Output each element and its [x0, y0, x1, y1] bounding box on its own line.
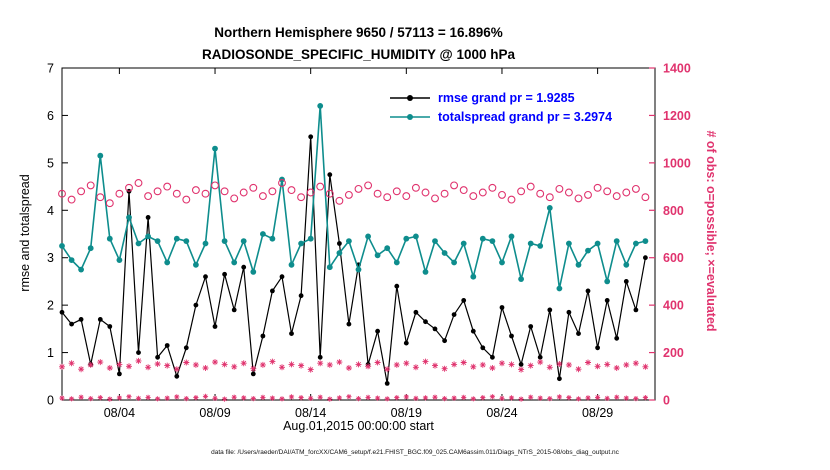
- svg-text:08/14: 08/14: [295, 406, 326, 420]
- svg-text:400: 400: [663, 299, 684, 313]
- datafile-caption: data file: /Users/raeder/DAI/ATM_forcXX/…: [211, 449, 619, 456]
- svg-text:6: 6: [47, 109, 54, 123]
- legend-label-rmse: rmse grand pr = 1.9285: [438, 90, 575, 105]
- totalspread-line: [61, 105, 646, 289]
- svg-text:7: 7: [47, 62, 54, 76]
- svg-text:08/09: 08/09: [199, 406, 230, 420]
- svg-text:4: 4: [47, 204, 54, 218]
- chart-legend: rmse grand pr = 1.9285 totalspread grand…: [388, 88, 612, 126]
- legend-line-sample-totalspread: [390, 113, 430, 120]
- svg-text:5: 5: [47, 156, 54, 170]
- svg-text:1400: 1400: [663, 62, 691, 76]
- svg-text:2: 2: [47, 299, 54, 313]
- svg-text:08/29: 08/29: [582, 406, 613, 420]
- legend-line-sample-rmse: [390, 94, 430, 101]
- svg-text:1200: 1200: [663, 109, 691, 123]
- legend-label-totalspread: totalspread grand pr = 3.2974: [438, 109, 613, 124]
- legend-item-totalspread: totalspread grand pr = 3.2974: [388, 107, 612, 126]
- x-axis-label: Aug.01,2015 00:00:00 start: [283, 419, 434, 433]
- svg-text:08/24: 08/24: [486, 406, 517, 420]
- svg-text:0: 0: [663, 394, 670, 408]
- svg-text:3: 3: [47, 251, 54, 265]
- chart-subtitle: RADIOSONDE_SPECIFIC_HUMIDITY @ 1000 hPa: [202, 46, 515, 62]
- rmse-line: [61, 136, 646, 384]
- svg-text:200: 200: [663, 346, 684, 360]
- svg-text:1000: 1000: [663, 156, 691, 170]
- svg-text:0: 0: [47, 394, 54, 408]
- svg-text:1: 1: [47, 346, 54, 360]
- svg-text:600: 600: [663, 251, 684, 265]
- svg-text:08/19: 08/19: [391, 406, 422, 420]
- legend-item-rmse: rmse grand pr = 1.9285: [388, 88, 612, 107]
- svg-text:08/04: 08/04: [104, 406, 135, 420]
- svg-text:800: 800: [663, 204, 684, 218]
- chart-title: Northern Hemisphere 9650 / 57113 = 16.89…: [214, 25, 503, 40]
- chart-title-block: Northern Hemisphere 9650 / 57113 = 16.89…: [62, 22, 655, 65]
